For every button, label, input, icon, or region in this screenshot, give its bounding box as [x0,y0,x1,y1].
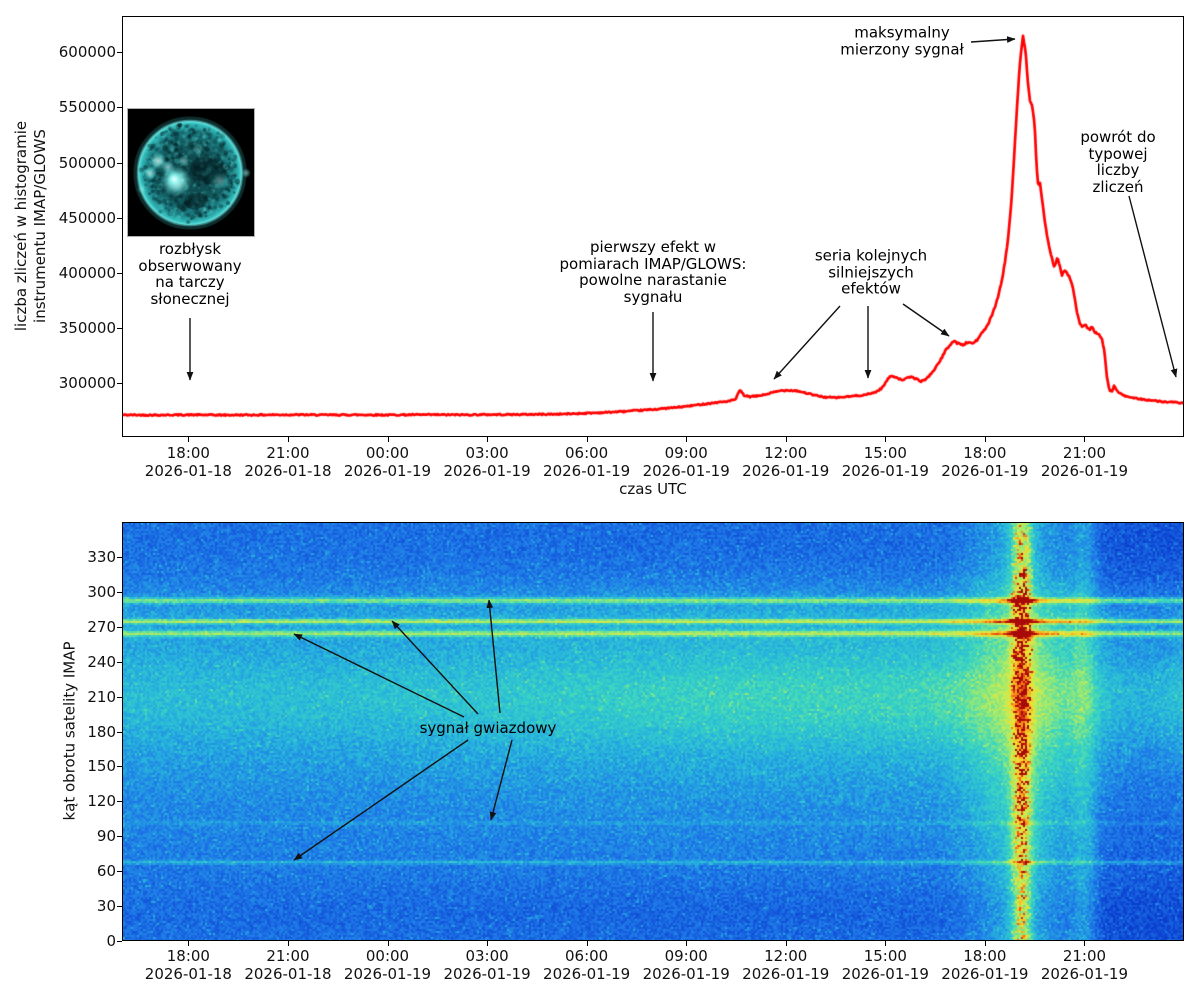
x-tick-label: 21:00 2026-01-19 [1040,444,1129,480]
y-tick-label: 500000 [58,153,116,172]
y-tick-mark [117,906,122,908]
y-tick-mark [117,162,122,164]
x-tick-mark [686,941,688,946]
y-tick-mark [117,626,122,628]
x-tick-label: 18:00 2026-01-18 [144,444,232,480]
x-tick-label: 00:00 2026-01-19 [343,947,432,983]
x-tick-mark [984,437,986,442]
y-tick-label: 300000 [58,373,116,392]
x-tick-label: 18:00 2026-01-19 [941,947,1029,983]
x-tick-label: 15:00 2026-01-19 [841,947,929,983]
y-tick-label: 550000 [58,98,116,117]
x-tick-label: 21:00 2026-01-18 [244,947,332,983]
y-tick-mark [117,272,122,274]
x-tick-mark [785,941,787,946]
x-tick-label: 03:00 2026-01-19 [443,444,531,480]
y-tick-mark [117,52,122,54]
x-tick-label: 18:00 2026-01-18 [144,947,232,983]
x-tick-mark [586,941,588,946]
y-tick-mark [117,801,122,803]
y-tick-label: 30 [96,897,116,916]
annotation-flare-on-disk: rozbłysk obserwowany na tarczy słoneczne… [138,240,242,308]
x-tick-mark [387,941,389,946]
x-tick-mark [188,437,190,442]
bottom-chart-plot-area [122,522,1184,941]
y-tick-label: 330 [87,547,116,566]
x-tick-mark [1084,437,1086,442]
y-tick-label: 400000 [58,263,116,282]
annotation-series-of-effects: seria kolejnych silniejszych efektów [814,246,928,298]
x-tick-mark [785,437,787,442]
x-tick-label: 18:00 2026-01-19 [941,444,1029,480]
x-tick-label: 03:00 2026-01-19 [443,947,531,983]
y-tick-mark [117,556,122,558]
counts-line-series [123,17,1183,436]
top-chart-x-axis-label: czas UTC [619,480,687,498]
x-tick-label: 09:00 2026-01-19 [642,947,730,983]
x-tick-label: 21:00 2026-01-19 [1040,947,1129,983]
x-tick-mark [487,941,489,946]
x-tick-mark [1084,941,1086,946]
x-tick-label: 15:00 2026-01-19 [841,444,929,480]
y-tick-mark [117,871,122,873]
y-tick-label: 0 [106,932,116,950]
x-tick-mark [984,941,986,946]
x-tick-mark [387,437,389,442]
x-tick-label: 12:00 2026-01-19 [742,947,830,983]
annotation-return-to-typical: powrót do typowej liczby zliczeń [1080,128,1156,196]
annotation-first-effect: pierwszy efekt w pomiarach IMAP/GLOWS: p… [559,238,747,306]
x-tick-mark [487,437,489,442]
y-tick-label: 300 [87,582,116,601]
y-tick-mark [117,766,122,768]
y-tick-label: 90 [96,827,116,846]
annotation-max-signal: maksymalny mierzony sygnał [840,23,964,58]
y-tick-mark [117,836,122,838]
x-tick-label: 09:00 2026-01-19 [642,444,730,480]
y-tick-label: 240 [87,652,116,671]
y-tick-mark [117,591,122,593]
y-tick-mark [117,941,122,942]
x-tick-mark [586,437,588,442]
y-tick-mark [117,696,122,698]
x-tick-label: 00:00 2026-01-19 [343,444,432,480]
y-tick-mark [117,661,122,663]
y-tick-mark [117,217,122,219]
y-tick-label: 60 [96,862,116,881]
top-chart-plot-area [122,16,1184,437]
x-tick-label: 06:00 2026-01-19 [543,947,631,983]
y-tick-label: 180 [87,722,116,741]
x-tick-mark [188,941,190,946]
y-tick-mark [117,327,122,329]
y-tick-label: 450000 [58,208,116,227]
y-tick-mark [117,107,122,109]
x-tick-mark [885,941,887,946]
y-tick-mark [117,382,122,384]
solar-disk-inset-image [127,108,255,237]
x-tick-label: 12:00 2026-01-19 [742,444,830,480]
y-tick-label: 270 [87,617,116,636]
x-tick-mark [885,437,887,442]
y-tick-label: 150 [87,757,116,776]
x-tick-label: 06:00 2026-01-19 [543,444,631,480]
y-tick-mark [117,731,122,733]
x-tick-mark [686,437,688,442]
x-tick-label: 21:00 2026-01-18 [244,444,332,480]
y-tick-label: 600000 [58,43,116,62]
annotation-stellar-signal: sygnał gwiazdowy [419,718,557,737]
y-tick-label: 210 [87,687,116,706]
y-tick-label: 350000 [58,318,116,337]
rotation-angle-heatmap [123,523,1183,940]
x-tick-mark [287,941,289,946]
x-tick-mark [287,437,289,442]
y-tick-label: 120 [87,792,116,811]
